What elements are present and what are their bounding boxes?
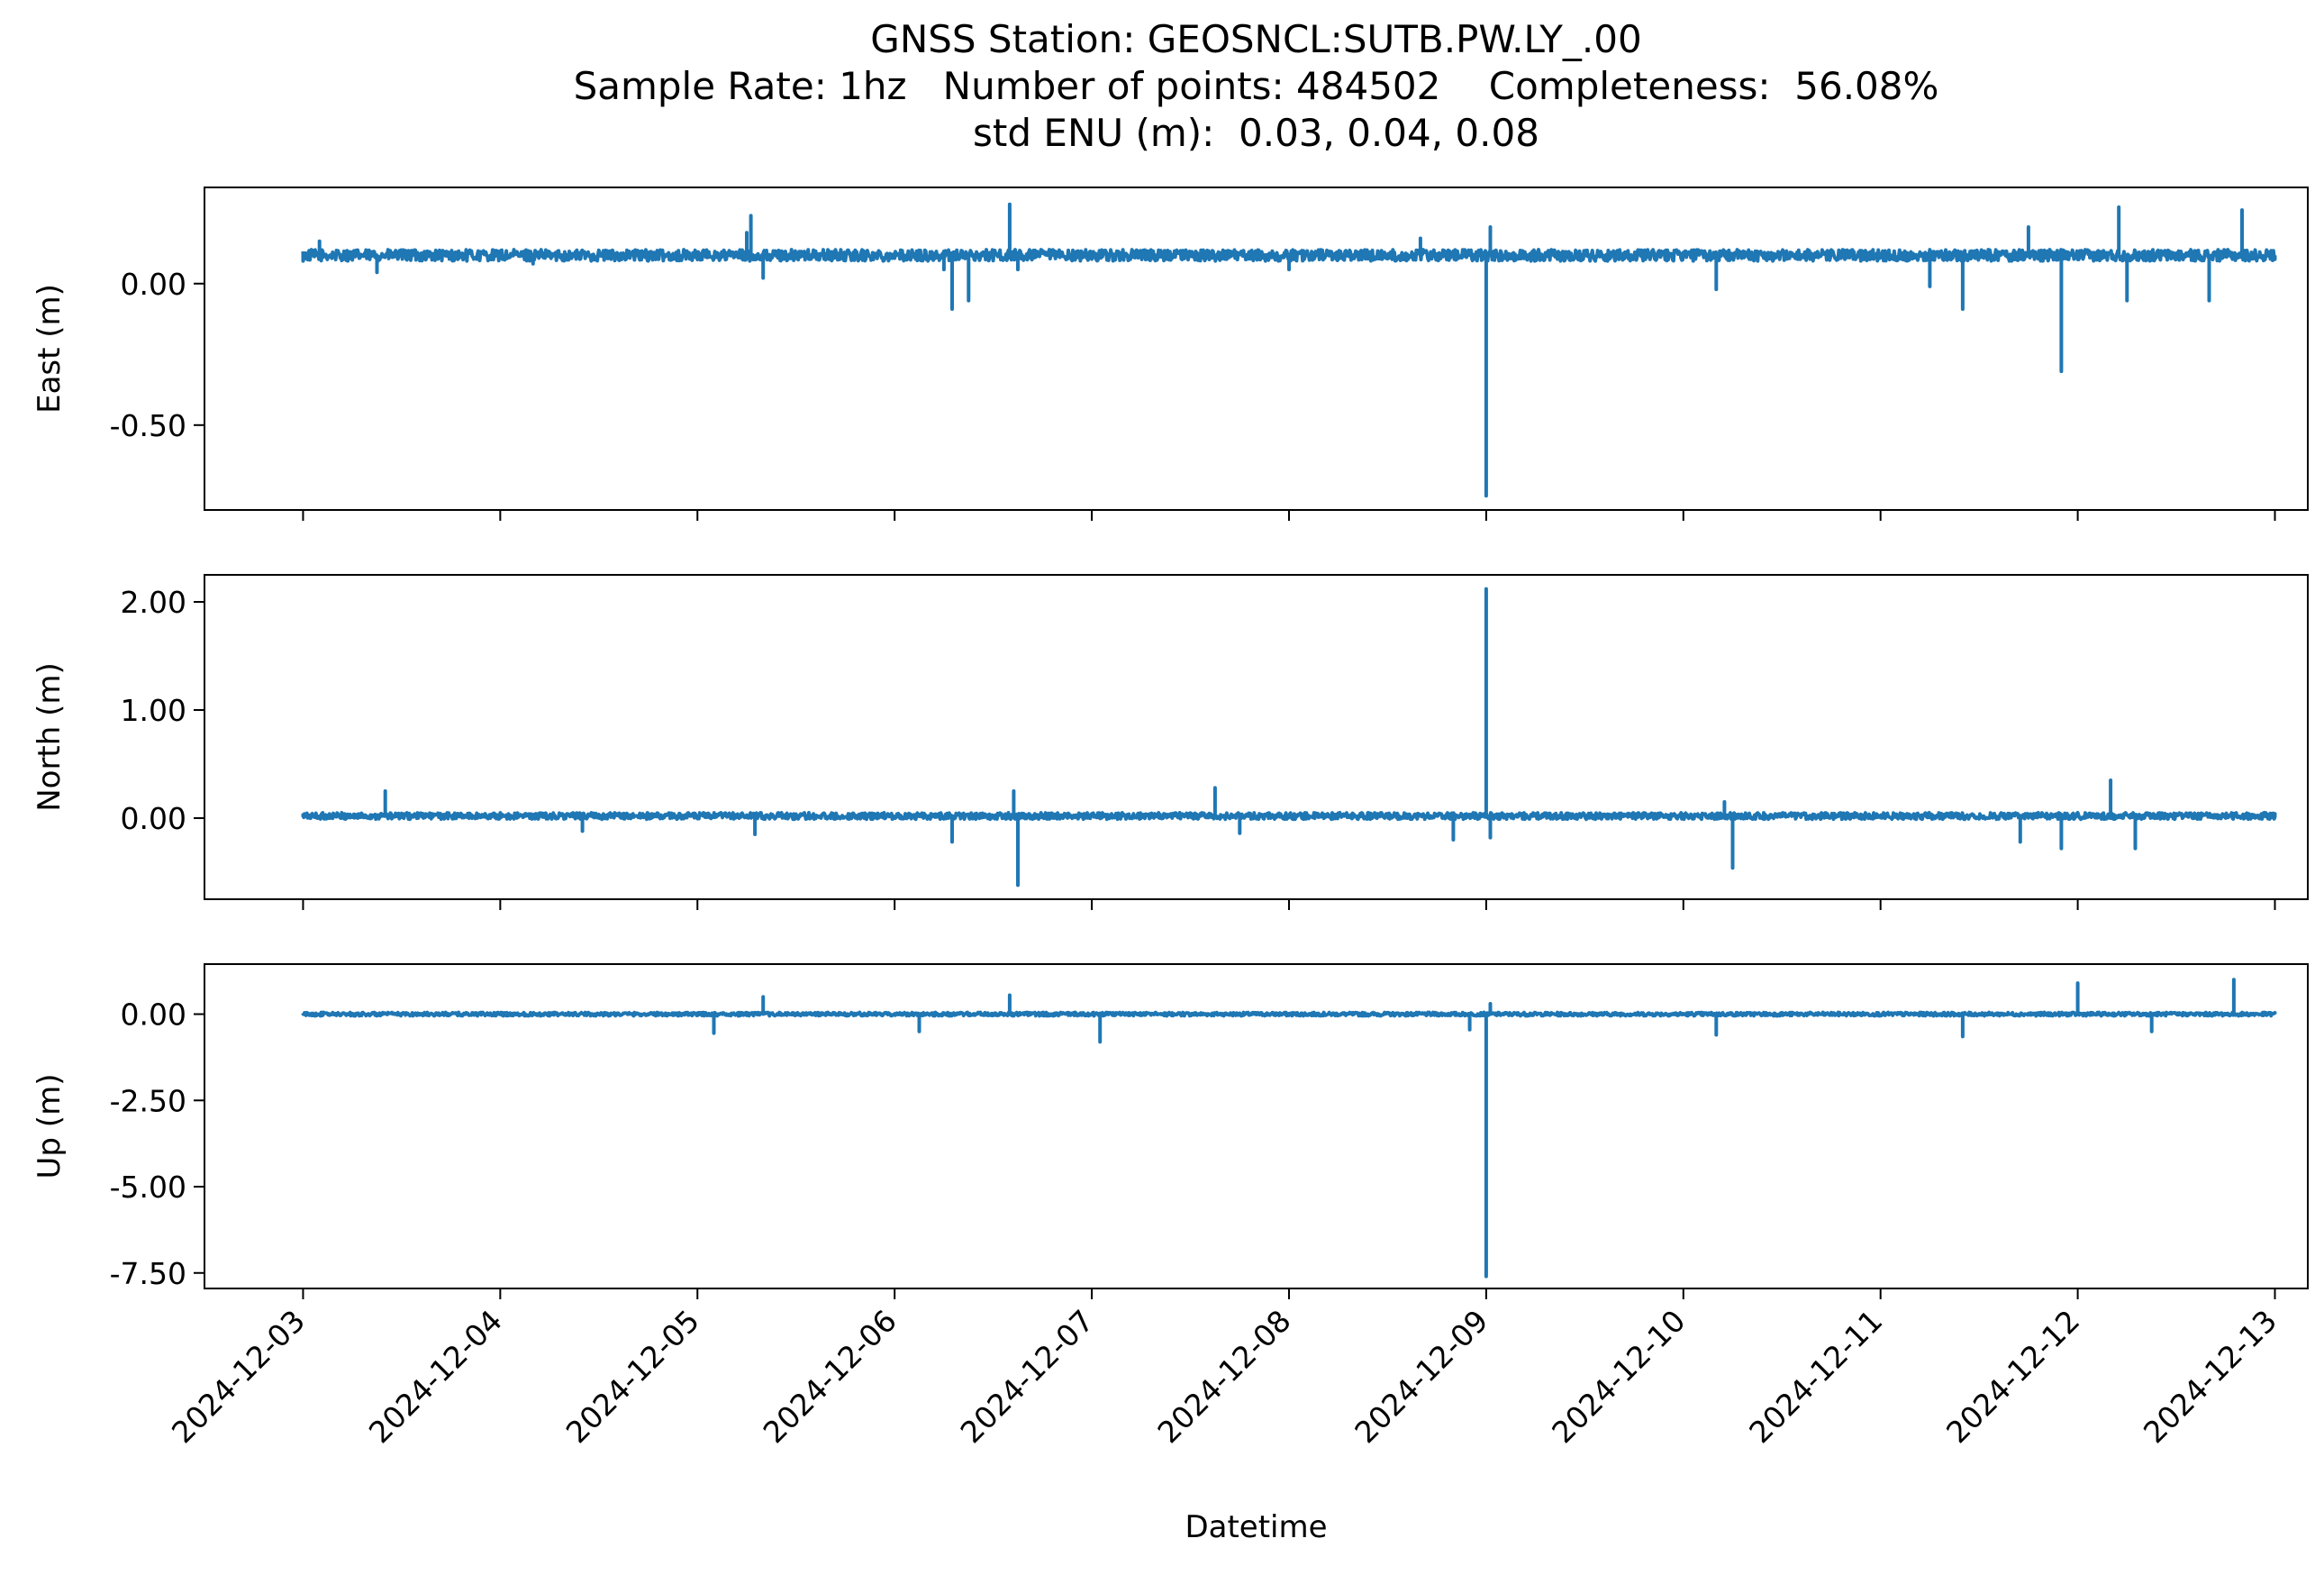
title-line-sampling: Sample Rate: 1hz Number of points: 48450…	[573, 64, 1939, 108]
east-axis-label: East (m)	[32, 284, 68, 414]
title-line-station: GNSS Station: GEOSNCL:SUTB.PW.LY_.00	[870, 17, 1642, 61]
up-axis-label: Up (m)	[32, 1074, 68, 1179]
x-tick-label: 2024-12-03	[165, 1303, 312, 1450]
y-tick-label: 2.00	[121, 585, 186, 620]
north-axis-label: North (m)	[32, 662, 68, 812]
up-series-line	[301, 978, 2277, 1279]
x-tick-label: 2024-12-04	[362, 1303, 509, 1450]
x-tick-label: 2024-12-07	[954, 1303, 1101, 1450]
title-line-std: std ENU (m): 0.03, 0.04, 0.08	[973, 111, 1539, 155]
y-tick-label: 0.00	[121, 997, 186, 1033]
x-tick-label: 2024-12-09	[1348, 1303, 1494, 1450]
y-tick-label: -0.50	[110, 408, 186, 443]
plot-frame	[204, 574, 2309, 900]
x-axis-label: Datetime	[1185, 1509, 1327, 1545]
x-tick-label: 2024-12-05	[559, 1303, 706, 1450]
east-panel: East (m) 0.00 -0.50	[32, 187, 2309, 521]
x-tick-label: 2024-12-06	[757, 1303, 903, 1450]
plot-frame	[204, 187, 2309, 511]
y-tick-label: -7.50	[110, 1256, 186, 1291]
y-tick-label: -2.50	[110, 1083, 186, 1118]
x-tick-label: 2024-12-12	[1939, 1303, 2086, 1450]
y-tick-label: 0.00	[121, 801, 186, 836]
x-tick-label: 2024-12-10	[1545, 1303, 1692, 1450]
north-panel: North (m) 2.00 1.00 0.00	[32, 574, 2309, 910]
y-tick-label: 0.00	[121, 267, 186, 302]
y-tick-label: -5.00	[110, 1170, 186, 1205]
north-series-line	[301, 587, 2277, 888]
x-tick-label: 2024-12-11	[1742, 1303, 1889, 1450]
plot-frame	[204, 963, 2309, 1289]
east-series-line	[301, 202, 2277, 498]
y-tick-label: 1.00	[121, 693, 186, 728]
x-tick-label: 2024-12-08	[1150, 1303, 1297, 1450]
x-tick-label: 2024-12-13	[2137, 1303, 2283, 1450]
up-panel: Up (m) 0.00 -2.50 -5.00 -7.50	[32, 963, 2309, 1299]
chart-title: GNSS Station: GEOSNCL:SUTB.PW.LY_.00 Sam…	[0, 16, 2324, 157]
